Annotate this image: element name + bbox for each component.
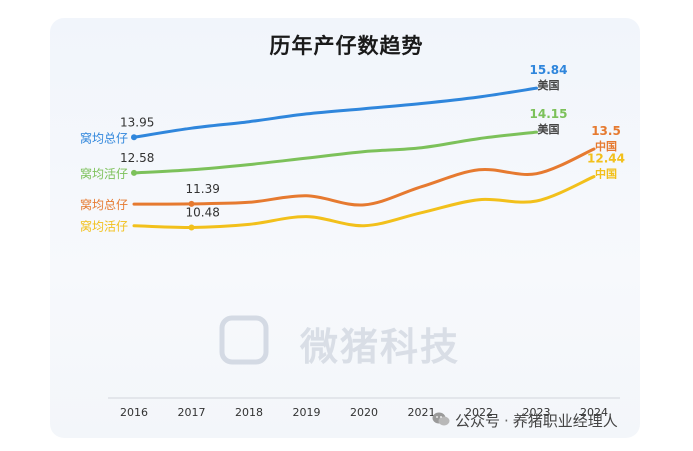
data-label: 12.44 (587, 152, 625, 166)
series-name-label: 窝均活仔 (80, 166, 128, 181)
series-line (132, 130, 538, 175)
series-name-label: 窝均总仔 (80, 197, 128, 212)
data-label: 12.58 (120, 151, 154, 165)
data-point (188, 224, 195, 231)
account-separator: · (504, 412, 509, 430)
account-prefix: 公众号 (455, 412, 501, 430)
account-watermark: 公众号 · 养猪职业经理人 (455, 410, 618, 431)
x-tick-label: 2022 (465, 406, 493, 419)
chart-title: 历年产仔数趋势 (269, 34, 424, 58)
series-line (132, 175, 596, 230)
series-name-label: 窝均总仔 (80, 130, 128, 145)
data-point (188, 200, 195, 207)
data-label: 11.39 (186, 182, 220, 196)
x-tick-label: 2017 (178, 406, 206, 419)
x-tick-label: 2020 (350, 406, 378, 419)
x-tick-label: 2019 (293, 406, 321, 419)
x-tick-label: 2023 (523, 406, 551, 419)
data-point (131, 134, 137, 141)
series-country-label: 美国 (538, 122, 560, 136)
x-tick-label: 2016 (120, 406, 148, 419)
data-label: 15.84 (530, 63, 568, 77)
series-country-label: 中国 (595, 139, 617, 153)
data-point (131, 169, 137, 176)
series-country-label: 美国 (538, 78, 560, 92)
account-name: 养猪职业经理人 (512, 412, 618, 430)
series-line (132, 86, 538, 139)
watermark-logo-icon (219, 315, 269, 365)
series-name-label: 窝均活仔 (80, 219, 128, 234)
watermark-logo-text: 微猪科技 (299, 325, 460, 369)
x-tick-label: 2021 (408, 406, 436, 419)
data-label: 10.48 (186, 206, 220, 220)
data-label: 13.95 (120, 115, 154, 129)
data-label: 13.5 (591, 124, 621, 138)
series-line (132, 147, 596, 207)
wechat-icon (432, 412, 450, 426)
chart-card (50, 18, 640, 438)
series-country-label: 中国 (595, 167, 617, 181)
data-label: 14.15 (530, 107, 568, 121)
x-tick-label: 2024 (580, 406, 608, 419)
x-tick-label: 2018 (235, 406, 263, 419)
